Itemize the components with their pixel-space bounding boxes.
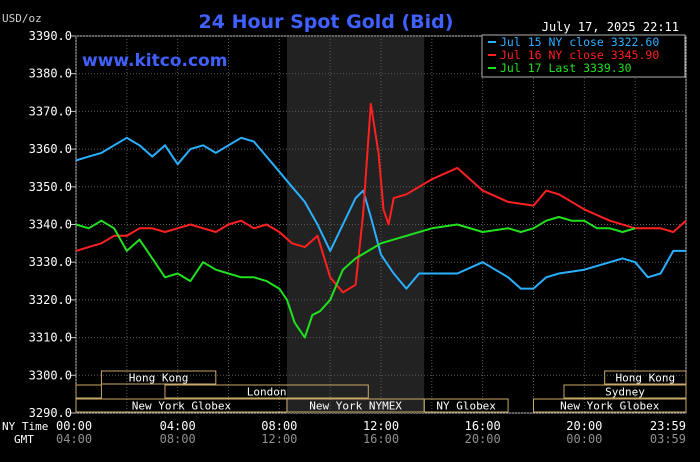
y-tick-label: 3390.0	[29, 29, 72, 43]
y-tick-label: 3300.0	[29, 368, 72, 382]
y-tick-label: 3320.0	[29, 293, 72, 307]
session-box	[533, 398, 687, 413]
price-series	[75, 102, 687, 339]
x-tick-label-ny: 20:00	[566, 419, 602, 433]
y-tick-label: 3360.0	[29, 142, 72, 156]
legend-box	[481, 34, 686, 78]
chart-title: 24 Hour Spot Gold (Bid)	[199, 11, 454, 33]
x-tick-label-ny: 12:00	[363, 419, 399, 433]
legend-entry: Jul 16 NY close 3345.90	[500, 48, 659, 62]
series-line-2	[75, 102, 687, 294]
session-label: New York NYMEX	[309, 400, 402, 413]
x-tick-label-gmt: 16:00	[363, 432, 399, 446]
session-label: Hong Kong	[129, 372, 189, 385]
x-tick-label-ny: 16:00	[465, 419, 501, 433]
plot-area	[75, 35, 687, 414]
session-box	[604, 370, 687, 385]
y-tick-label: 3370.0	[29, 104, 72, 118]
y-tick-label: 3330.0	[29, 255, 72, 269]
session-box	[100, 370, 217, 385]
x-tick-label-ny: 23:59	[650, 419, 686, 433]
x-tick-label-gmt: 00:00	[566, 432, 602, 446]
session-box	[75, 384, 102, 399]
session-label: Hong Kong	[616, 372, 676, 385]
x-tick-label-ny: 04:00	[160, 419, 196, 433]
x-tick-label-gmt: 08:00	[160, 432, 196, 446]
y-tick-label: 3290.0	[29, 406, 72, 420]
series-line-1	[75, 136, 686, 290]
x-tick-label-gmt: 20:00	[465, 432, 501, 446]
timestamp: July 17, 2025 22:11	[542, 20, 679, 34]
x-axis-row-label-gmt: GMT	[14, 433, 34, 446]
y-tick-label: 3340.0	[29, 218, 72, 232]
y-tick-label: 3380.0	[29, 67, 72, 81]
legend-entry: Jul 17 Last 3339.30	[500, 61, 632, 75]
x-tick-label-gmt: 12:00	[261, 432, 297, 446]
axes: 3390.0 3380.0 3370.0 3360.0 3350.0 3340.0 3330…	[2, 29, 686, 446]
session-box	[563, 384, 687, 399]
legend-entry: Jul 15 NY close 3322.60	[500, 35, 659, 49]
x-tick-label-gmt: 04:00	[56, 432, 92, 446]
session-label: Sydney	[605, 386, 645, 399]
series-line-3	[75, 216, 636, 339]
session-label: London	[247, 386, 287, 399]
y-tick-label: 3310.0	[29, 331, 72, 345]
x-tick-label-ny: 08:00	[261, 419, 297, 433]
y-tick-label: 3350.0	[29, 180, 72, 194]
x-tick-label-ny: 00:00	[56, 419, 92, 433]
session-label: New York Globex	[560, 400, 660, 413]
trading-sessions: Hong Kong London New York Globex New York N…	[75, 370, 687, 413]
session-label: New York Globex	[132, 400, 232, 413]
x-axis-row-label-ny: NY Time	[2, 420, 48, 433]
x-tick-label-gmt: 03:59	[650, 432, 686, 446]
session-label: NY Globex	[436, 400, 496, 413]
watermark-url: www.kitco.com	[82, 51, 227, 71]
session-box	[164, 384, 369, 399]
session-box	[423, 398, 509, 413]
y-axis-unit-label: USD/oz	[2, 12, 42, 25]
